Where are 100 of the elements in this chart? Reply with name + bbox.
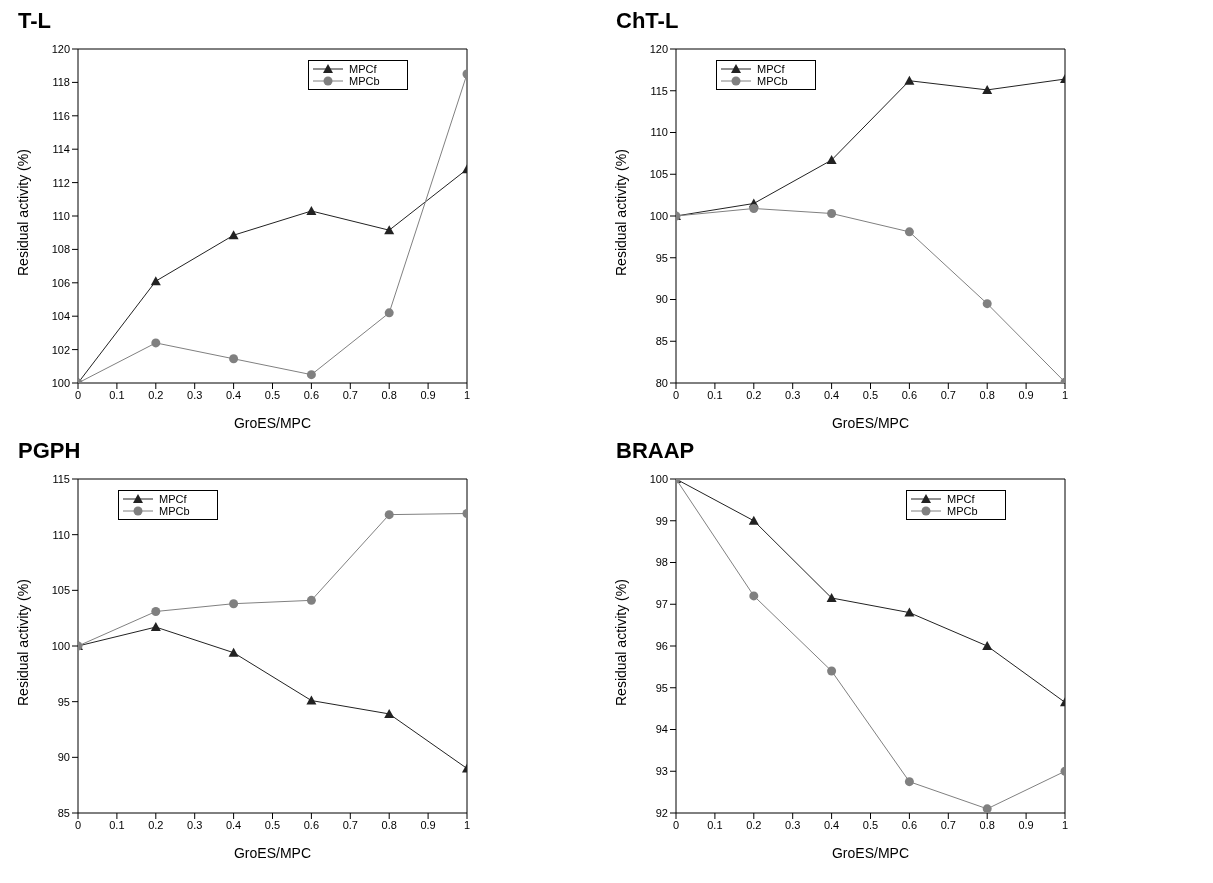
legend-label: MPCf	[349, 63, 377, 75]
x-tick-label: 0.6	[303, 818, 320, 831]
y-tick-label: 114	[52, 143, 70, 156]
legend-label: MPCb	[947, 505, 978, 517]
x-tick-label: 0	[74, 388, 82, 401]
x-tick-label: 0.5	[264, 388, 281, 401]
x-tick-label: 0.3	[785, 388, 801, 401]
y-tick-label: 100	[649, 209, 668, 222]
y-tick-label: 100	[51, 376, 70, 389]
legend-label: MPCf	[947, 493, 975, 505]
x-tick-label: 0.7	[940, 818, 956, 831]
chart-title: BRAAP	[615, 438, 696, 465]
y-tick-label: 99	[655, 514, 668, 527]
y-tick-label: 95	[655, 251, 668, 264]
x-tick-label: 0.5	[264, 818, 281, 831]
x-tick-label: 0	[672, 388, 680, 401]
y-tick-label: 118	[52, 76, 70, 89]
chart-title: PGPH	[17, 438, 82, 465]
x-tick-label: 0.8	[979, 818, 995, 831]
x-tick-label: 0.2	[746, 388, 762, 401]
x-tick-label: 0.9	[420, 818, 436, 831]
x-tick-label: 0.7	[342, 818, 358, 831]
y-tick-label: 100	[649, 472, 668, 485]
x-tick-label: 0.3	[187, 818, 203, 831]
y-tick-label: 100	[51, 639, 70, 652]
x-tick-label: 0.8	[979, 388, 995, 401]
y-tick-label: 105	[51, 584, 70, 597]
x-tick-label: 0.3	[187, 388, 203, 401]
y-tick-label: 115	[650, 84, 668, 97]
legend-label: MPCf	[757, 63, 785, 75]
y-tick-label: 110	[650, 126, 668, 139]
y-tick-label: 97	[655, 598, 668, 611]
x-tick-label: 0.2	[746, 818, 762, 831]
y-axis-title: Residual activity (%)	[612, 579, 629, 706]
y-tick-label: 112	[52, 176, 70, 189]
y-tick-label: 108	[51, 243, 70, 256]
x-tick-label: 0.9	[1018, 818, 1034, 831]
x-tick-label: 0.3	[785, 818, 801, 831]
chart-title: T-L	[17, 8, 52, 35]
x-tick-label: 0.6	[901, 388, 918, 401]
y-tick-label: 120	[649, 42, 668, 55]
x-axis-title: GroES/MPC	[233, 415, 312, 431]
legend-label: MPCb	[349, 75, 380, 87]
y-tick-label: 110	[52, 209, 70, 222]
x-tick-label: 0.6	[901, 818, 918, 831]
y-tick-label: 95	[57, 695, 70, 708]
y-tick-label: 106	[51, 276, 70, 289]
x-tick-label: 0.1	[109, 388, 125, 401]
y-axis-title: Residual activity (%)	[14, 149, 31, 276]
x-tick-label: 0.1	[109, 818, 125, 831]
y-tick-label: 104	[51, 310, 70, 323]
y-tick-label: 90	[57, 751, 70, 764]
x-tick-label: 1	[463, 818, 471, 831]
y-tick-label: 98	[655, 556, 668, 569]
y-tick-label: 94	[655, 723, 668, 736]
y-tick-label: 90	[655, 293, 668, 306]
x-tick-label: 0.2	[148, 818, 164, 831]
x-tick-label: 0	[74, 818, 82, 831]
chart-title: ChT-L	[615, 8, 680, 35]
x-tick-label: 0.8	[381, 818, 397, 831]
x-tick-label: 0.6	[303, 388, 320, 401]
y-tick-label: 93	[655, 765, 668, 778]
y-tick-label: 105	[649, 168, 668, 181]
x-tick-label: 0.8	[381, 388, 397, 401]
x-tick-label: 0.4	[225, 818, 242, 831]
x-tick-label: 0.4	[823, 818, 840, 831]
x-axis-title: GroES/MPC	[831, 415, 910, 431]
x-tick-label: 0.5	[862, 818, 879, 831]
y-tick-label: 92	[655, 806, 668, 819]
legend-label: MPCf	[159, 493, 187, 505]
y-axis-title: Residual activity (%)	[14, 579, 31, 706]
x-tick-label: 1	[1061, 388, 1069, 401]
y-tick-label: 116	[52, 109, 70, 122]
x-tick-label: 0.9	[1018, 388, 1034, 401]
y-tick-label: 80	[655, 376, 668, 389]
y-tick-label: 120	[51, 42, 70, 55]
x-tick-label: 1	[1061, 818, 1069, 831]
x-tick-label: 0.2	[148, 388, 164, 401]
y-tick-label: 95	[655, 681, 668, 694]
y-tick-label: 110	[52, 528, 70, 541]
x-tick-label: 0.1	[707, 388, 723, 401]
x-tick-label: 0.5	[862, 388, 879, 401]
x-tick-label: 0.4	[823, 388, 840, 401]
legend-label: MPCb	[757, 75, 788, 87]
x-tick-label: 0.9	[420, 388, 436, 401]
y-tick-label: 102	[51, 343, 70, 356]
y-tick-label: 115	[52, 472, 70, 485]
x-tick-label: 0.7	[940, 388, 956, 401]
y-tick-label: 85	[57, 806, 70, 819]
x-axis-title: GroES/MPC	[831, 845, 910, 861]
y-axis-title: Residual activity (%)	[612, 149, 629, 276]
x-tick-label: 1	[463, 388, 471, 401]
legend-label: MPCb	[159, 505, 190, 517]
y-tick-label: 85	[655, 335, 668, 348]
x-tick-label: 0.1	[707, 818, 723, 831]
y-tick-label: 96	[655, 639, 668, 652]
x-tick-label: 0.7	[342, 388, 358, 401]
x-tick-label: 0	[672, 818, 680, 831]
x-axis-title: GroES/MPC	[233, 845, 312, 861]
x-tick-label: 0.4	[225, 388, 242, 401]
